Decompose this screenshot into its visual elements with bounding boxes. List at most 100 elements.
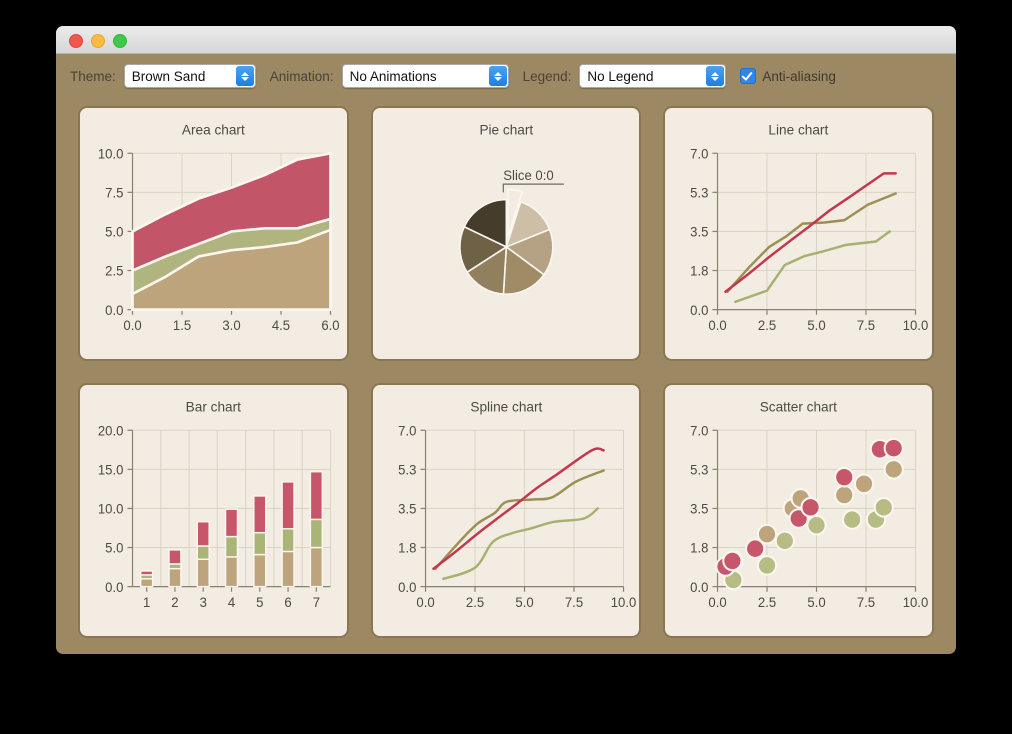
animation-label: Animation: [269, 68, 334, 84]
antialiasing-label: Anti-aliasing [762, 68, 836, 84]
window-body: Theme: Brown Sand Animation: No Animatio… [56, 54, 956, 654]
axes [420, 429, 624, 592]
gridlines [424, 429, 624, 588]
y-tick-label: 0.0 [398, 580, 416, 595]
y-tick-label: 3.5 [691, 224, 709, 239]
bar-segment [168, 567, 182, 588]
chart-title: Line chart [769, 123, 829, 138]
y-tick-label: 10.0 [98, 501, 124, 516]
y-tick-label: 5.3 [398, 462, 416, 477]
x-tick-label: 7 [313, 595, 320, 610]
panel-bar-chart[interactable]: Bar chart 0.0 5.0 10.0 15.0 20.0 1 2 3 4 5 6 7 [78, 383, 349, 638]
bar-segment [253, 531, 267, 556]
y-tick-label: 3.5 [691, 501, 709, 516]
scatter-point [842, 509, 863, 530]
scatter-point [722, 550, 743, 572]
antialiasing-checkbox[interactable]: Anti-aliasing [740, 68, 836, 84]
x-tick-label: 2.5 [466, 595, 484, 610]
window-controls [69, 34, 127, 48]
scatter-point [757, 523, 778, 545]
y-tick-label: 5.3 [691, 185, 709, 200]
panel-spline-chart[interactable]: Spline chart 0.0 1.8 3.5 5.3 7.0 0.0 2.5 5.0 7.5 1… [370, 383, 642, 638]
pie-slice[interactable] [458, 225, 508, 274]
close-button[interactable] [69, 34, 83, 48]
scatter-point [800, 497, 821, 518]
x-tick-label: 7.5 [565, 595, 583, 610]
theme-label: Theme: [70, 68, 116, 84]
panel-area-chart[interactable]: Area chart 0.0 2.5 5.0 7.5 10.0 0.0 1.5 3.0 4.5 6.… [78, 106, 349, 361]
x-tick-label: 0.0 [123, 318, 141, 333]
bar-series-group [140, 470, 324, 588]
x-tick-label: 10.0 [610, 595, 636, 610]
chart-title: Area chart [182, 123, 245, 138]
window-titlebar [56, 26, 956, 54]
line-series [433, 469, 605, 570]
bar-segment [281, 481, 295, 530]
bar-segment [196, 558, 210, 588]
bar-segment [281, 528, 295, 553]
pie-slice[interactable] [504, 228, 554, 276]
x-tick-label: 4 [228, 595, 235, 610]
checkmark-icon[interactable] [740, 68, 757, 84]
y-tick-label: 2.5 [105, 264, 123, 279]
pie-slices [458, 188, 554, 295]
chart-title: Pie chart [479, 123, 533, 138]
chevron-updown-icon[interactable] [488, 66, 507, 86]
app-window: Theme: Brown Sand Animation: No Animatio… [56, 26, 956, 654]
y-tick-label: 0.0 [105, 303, 123, 318]
bar-segment [196, 545, 210, 560]
panel-line-chart[interactable]: Line chart 0.0 1.8 3.5 5.3 7.0 0.0 2.5 5.0 7.5 10.… [663, 106, 934, 361]
y-tick-label: 1.8 [398, 541, 416, 556]
scatter-point [834, 484, 855, 506]
panel-scatter-chart[interactable]: Scatter chart 0.0 1.8 3.5 5.3 7.0 0.0 2.5 5.0 7.5… [663, 383, 934, 638]
minimize-button[interactable] [91, 34, 105, 48]
maximize-button[interactable] [113, 34, 127, 48]
scatter-point [745, 538, 766, 559]
y-tick-label: 7.0 [398, 423, 416, 438]
line-series [726, 192, 898, 293]
chevron-updown-icon[interactable] [706, 66, 725, 86]
pie-slice[interactable] [462, 198, 507, 249]
bar-segment [224, 556, 239, 588]
y-tick-label: 15.0 [98, 462, 124, 477]
pie-slice[interactable] [506, 188, 523, 237]
line-series [441, 507, 599, 581]
x-tick-label: 1 [143, 595, 150, 610]
panel-pie-chart[interactable]: Pie chart Slice 0:0 [370, 106, 642, 361]
bar-segment [196, 521, 210, 547]
bar-segment [224, 535, 239, 558]
x-tick-label: 0.0 [709, 595, 727, 610]
x-tick-label: 5.0 [515, 595, 533, 610]
theme-select-value: Brown Sand [131, 68, 206, 84]
legend-label: Legend: [522, 68, 572, 84]
x-tick-label: 10.0 [903, 318, 929, 333]
x-tick-label: 0.0 [416, 595, 434, 610]
chart-title: Spline chart [470, 400, 542, 415]
y-tick-label: 5.0 [105, 224, 123, 239]
x-tick-label: 5.0 [808, 318, 826, 333]
x-tick-label: 6 [284, 595, 291, 610]
y-tick-label: 5.3 [691, 462, 709, 477]
x-tick-label: 7.5 [857, 318, 875, 333]
x-tick-label: 2 [171, 595, 178, 610]
line-series [431, 447, 605, 570]
pie-slice[interactable] [502, 245, 545, 295]
bar-segment [281, 550, 295, 588]
x-tick-label: 3.0 [222, 318, 240, 333]
theme-select[interactable]: Brown Sand [123, 64, 256, 88]
chevron-updown-icon[interactable] [235, 66, 254, 86]
x-tick-label: 7.5 [857, 595, 875, 610]
animation-select[interactable]: No Animations [341, 64, 509, 88]
toolbar: Theme: Brown Sand Animation: No Animatio… [56, 54, 956, 98]
y-tick-label: 3.5 [398, 501, 416, 516]
y-tick-label: 0.0 [105, 580, 123, 595]
x-tick-label: 5 [256, 595, 263, 610]
scatter-point [874, 497, 895, 518]
x-tick-label: 10.0 [903, 595, 929, 610]
scatter-point [883, 437, 905, 459]
y-tick-label: 5.0 [105, 541, 123, 556]
scatter-point [883, 459, 905, 480]
scatter-point [834, 466, 855, 488]
y-tick-label: 7.0 [691, 146, 709, 161]
legend-select[interactable]: No Legend [579, 64, 727, 88]
